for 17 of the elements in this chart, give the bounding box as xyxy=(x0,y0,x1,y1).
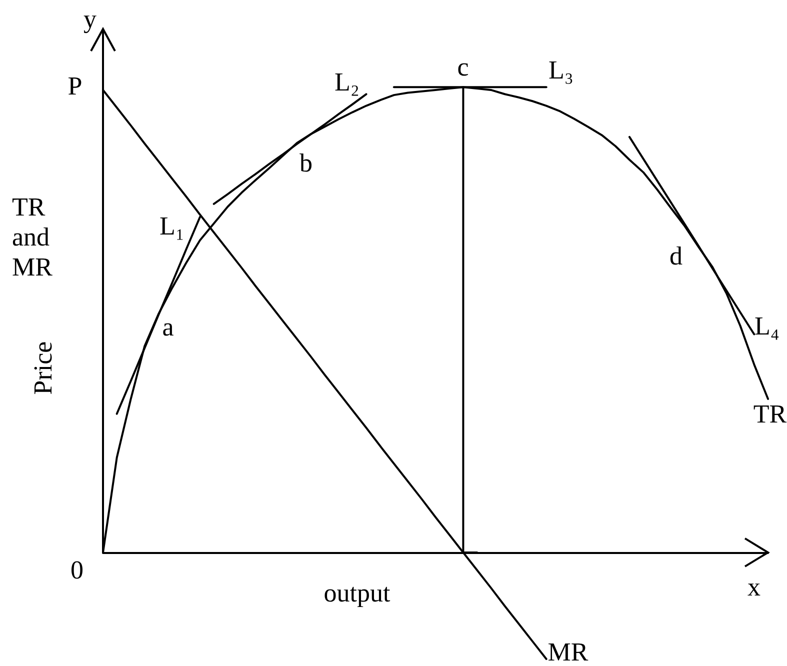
text: TR and MR xyxy=(12,192,56,282)
annotation: b xyxy=(300,148,312,178)
y-axis-title: Price xyxy=(28,341,58,395)
series-label: TR xyxy=(753,400,787,428)
series-label: L₁ xyxy=(160,212,184,240)
series-label: L₂ xyxy=(334,68,360,96)
text: c xyxy=(457,52,469,82)
text: 0 xyxy=(70,556,84,584)
x-axis-title: output xyxy=(324,578,391,608)
annotation: x xyxy=(748,572,760,602)
series-label: L₄ xyxy=(754,312,780,340)
annotation: d xyxy=(670,242,682,270)
series-label: MR xyxy=(548,638,589,666)
series-label: L₃ xyxy=(548,56,574,84)
text: P xyxy=(68,72,82,100)
annotation: a xyxy=(162,312,174,342)
text: y xyxy=(84,4,96,34)
